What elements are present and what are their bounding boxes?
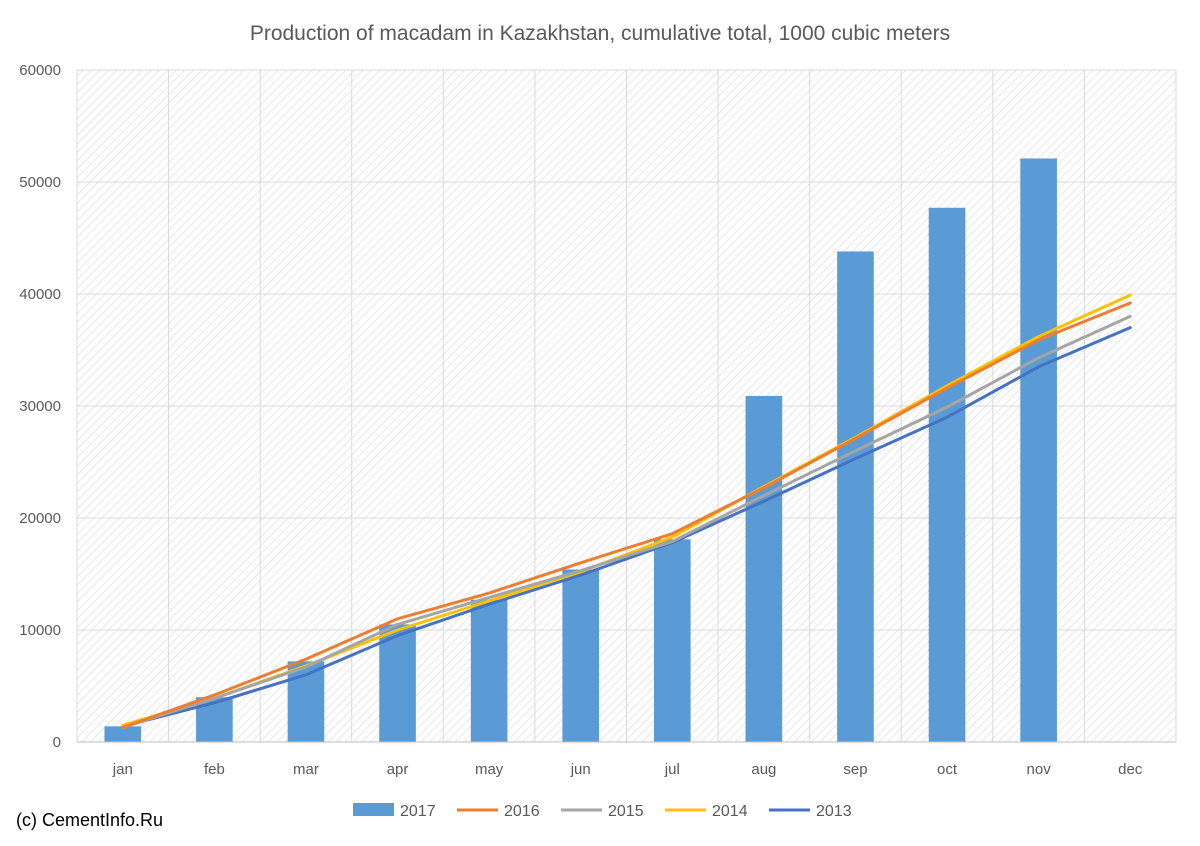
line-2013	[121, 326, 1132, 728]
chart-title: Production of macadam in Kazakhstan, cum…	[250, 22, 950, 45]
bar-2017-jan	[104, 726, 142, 742]
y-tick-label: 10000	[19, 622, 61, 639]
legend-item-2015: 2015	[561, 803, 644, 820]
bar-2017-aug	[745, 395, 783, 742]
x-tick-label-jun: jun	[570, 761, 591, 778]
bar-2017-nov	[1020, 158, 1057, 743]
legend-item-2017: 2017	[353, 803, 436, 820]
x-tick-label-jul: jul	[664, 761, 680, 778]
x-tick-label-may: may	[475, 761, 504, 778]
bar-2017-apr	[379, 624, 416, 742]
bar-series-2017	[104, 158, 1057, 743]
line-2015	[121, 314, 1132, 729]
y-tick-label: 40000	[19, 286, 61, 303]
y-tick-label: 0	[53, 734, 61, 751]
credit-text: (c) CementInfo.Ru	[16, 810, 163, 830]
legend: 2017 2016 2015 2014 2013	[353, 803, 852, 820]
x-tick-label-aug: aug	[751, 761, 776, 778]
bar-2017-may	[470, 599, 508, 742]
x-tick-label-sep: sep	[843, 761, 867, 778]
legend-label-2015: 2015	[608, 803, 644, 820]
legend-label-2014: 2014	[712, 803, 748, 820]
axes: 0 10000 20000 30000 40000 50000 60000 jan feb mar…	[19, 62, 1176, 778]
x-tick-label-nov: nov	[1027, 761, 1052, 778]
bar-2017-jun	[562, 569, 600, 742]
x-tick-label-oct: oct	[937, 761, 958, 778]
y-tick-label: 20000	[19, 510, 61, 527]
x-tick-label-feb: feb	[204, 761, 225, 778]
legend-label-2016: 2016	[504, 803, 540, 820]
bar-2017-sep	[837, 251, 874, 742]
x-tick-label-mar: mar	[293, 761, 319, 778]
legend-label-2013: 2013	[816, 803, 852, 820]
x-tick-label-jan: jan	[112, 761, 133, 778]
x-tick-label-apr: apr	[387, 761, 409, 778]
legend-item-2014: 2014	[665, 803, 748, 820]
legend-item-2016: 2016	[457, 803, 540, 820]
line-series	[121, 293, 1132, 729]
legend-item-2013: 2013	[769, 803, 852, 820]
gridlines	[76, 69, 1177, 742]
y-tick-label: 60000	[19, 62, 61, 79]
legend-label-2017: 2017	[400, 803, 436, 820]
x-tick-label-dec: dec	[1118, 761, 1143, 778]
bar-2017-oct	[928, 207, 966, 742]
bar-2017-jul	[653, 539, 691, 742]
line-2016	[121, 301, 1132, 729]
y-tick-label: 30000	[19, 398, 61, 415]
y-tick-label: 50000	[19, 174, 61, 191]
legend-swatch-2017	[353, 803, 394, 816]
